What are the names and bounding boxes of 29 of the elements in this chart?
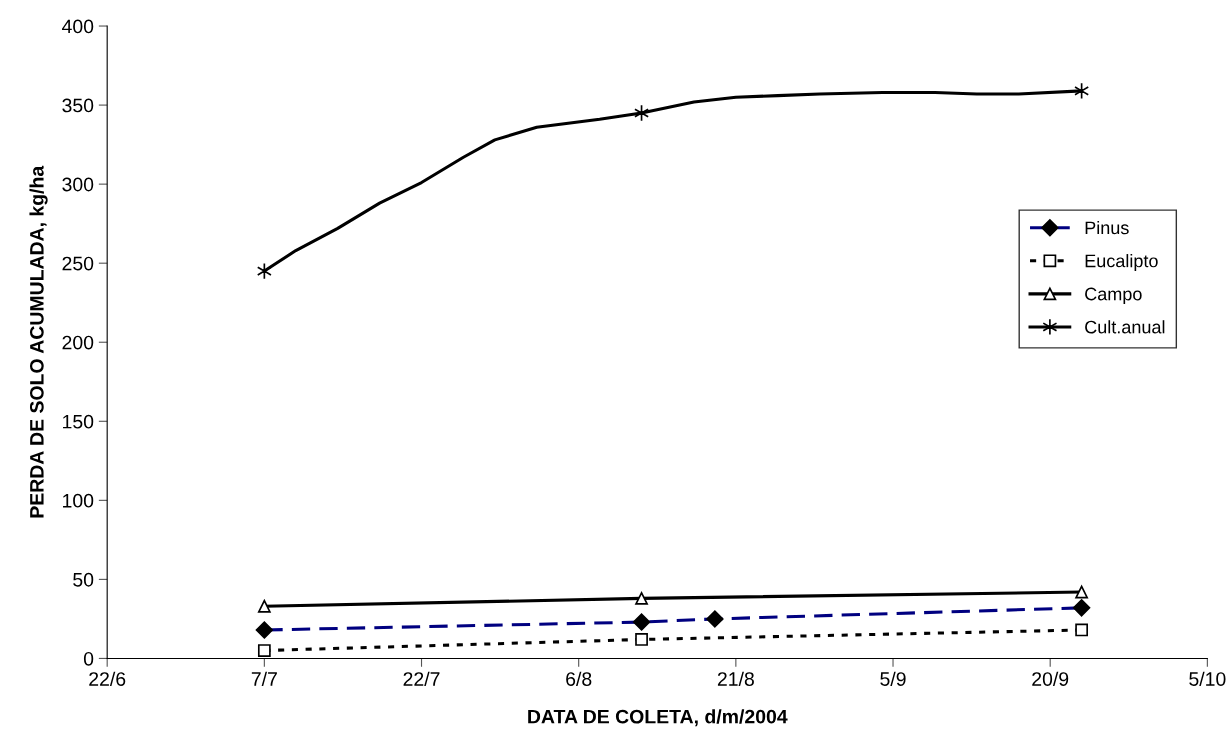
legend-label: Campo <box>1085 287 1142 304</box>
legend-label: Cult.anual <box>1085 320 1165 334</box>
y-tick-label: 0 <box>83 651 94 666</box>
y-tick-label: 250 <box>62 256 94 271</box>
point <box>1075 623 1089 637</box>
x-tick-label: 22/7 <box>403 671 440 686</box>
y-tick-label: 300 <box>62 177 94 192</box>
y-tick-label: 200 <box>62 335 94 350</box>
y-tick-label: 350 <box>62 98 94 113</box>
x-tick-label: 6/8 <box>566 671 592 686</box>
y-axis-title: PERDA DE SOLO ACUMULADA, kg/ha <box>29 165 48 518</box>
point <box>635 591 648 605</box>
point <box>635 633 648 646</box>
point <box>257 599 271 613</box>
x-tick-label: 5/10 <box>1189 671 1226 686</box>
x-tick-label: 21/8 <box>717 671 754 686</box>
y-tick-label: 50 <box>73 572 94 587</box>
legend-label: Eucalipto <box>1085 254 1158 271</box>
y-tick-label: 150 <box>63 414 94 429</box>
legend-label: Pinus <box>1085 220 1129 235</box>
x-tick-label: 22/6 <box>89 671 126 686</box>
point <box>1075 585 1089 599</box>
x-axis-title: DATA DE COLETA, d/m/2004 <box>528 709 788 727</box>
x-tick-label: 7/7 <box>251 671 277 686</box>
y-tick-label: 400 <box>62 19 94 34</box>
point <box>257 644 271 657</box>
y-tick-label: 100 <box>63 493 94 508</box>
x-tick-label: 20/9 <box>1032 671 1069 686</box>
x-tick-label: 5/9 <box>880 671 906 686</box>
